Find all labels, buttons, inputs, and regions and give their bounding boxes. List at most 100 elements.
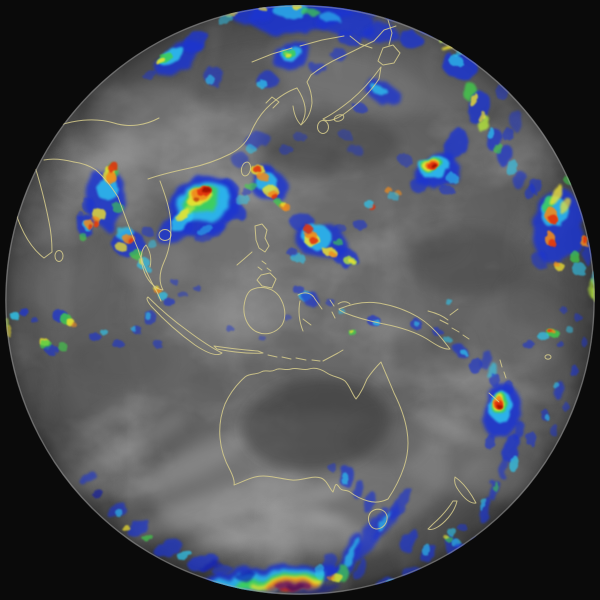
west-pacific-streaks-blob xyxy=(384,187,392,193)
typhoon-south-china-sea-blob xyxy=(197,224,213,236)
bay-of-bengal-convection-blob xyxy=(142,227,154,237)
bay-of-bengal-convection-blob xyxy=(130,249,142,259)
subtropical-specks-southeast-blob xyxy=(549,424,559,436)
coastline-overlay-layer xyxy=(11,12,552,530)
southern-ocean-front-blob xyxy=(198,561,222,571)
coral-sea-storm-blob xyxy=(513,421,525,439)
maritime-continent-cells-blob xyxy=(414,321,420,327)
indian-ocean-itcz-blob xyxy=(30,317,38,323)
sea-of-japan-cells-blob xyxy=(284,52,292,58)
philippine-sea-cluster-blob xyxy=(334,224,346,232)
indian-ocean-itcz-blob xyxy=(58,343,68,351)
coastline-nz-north-island xyxy=(454,476,477,504)
southern-ocean-front-blob xyxy=(353,558,367,582)
spcz-band-blob xyxy=(480,350,492,370)
philippine-sea-cluster-blob xyxy=(290,252,306,264)
coastline-sri-lanka xyxy=(54,250,64,262)
north-cloud-band-blob xyxy=(329,47,347,61)
subtropical-specks-southeast-blob xyxy=(562,402,570,412)
philippine-sea-cluster-blob xyxy=(309,237,319,245)
southern-ocean-front-blob xyxy=(143,534,153,542)
ryukyu-cluster-blob xyxy=(256,172,270,182)
west-pacific-streaks-blob xyxy=(506,160,518,176)
coastline-taiwan xyxy=(240,161,252,177)
typhoon-south-china-sea-blob xyxy=(195,221,225,243)
arabian-sea-cell-blob xyxy=(79,233,87,241)
coastline-kyushu xyxy=(317,120,329,134)
sea-of-japan-cells xyxy=(231,42,402,174)
sea-of-japan-cells-blob xyxy=(371,84,389,98)
west-pacific-streaks-blob xyxy=(493,142,503,154)
arabian-sea-cell-blob xyxy=(76,211,84,219)
fiji-cells-blob xyxy=(537,332,549,340)
coastline-hokkaido xyxy=(377,44,401,66)
pacific-convergence-cluster-east-blob xyxy=(549,186,563,206)
fiji-cells-blob xyxy=(556,341,564,347)
coastline-palawan xyxy=(236,251,253,266)
typhoon-south-china-sea-blob xyxy=(235,194,251,206)
fiji-cells-blob xyxy=(560,307,568,313)
typhoon-south-china-sea-blob xyxy=(176,208,190,222)
coastline-sakhalin xyxy=(387,19,393,46)
kamchatka-band-blob xyxy=(448,55,464,67)
subtropical-specks-southeast-blob xyxy=(569,365,579,377)
kamchatka-band-blob xyxy=(478,111,486,123)
west-pacific-tropical-storm-blob xyxy=(410,177,430,193)
northwest-jet-streak-blob xyxy=(205,75,215,85)
bay-of-bengal-convection-blob xyxy=(105,171,117,185)
indochina-cells-blob xyxy=(158,292,168,300)
indian-ocean-itcz-blob xyxy=(71,322,77,328)
bay-of-bengal-convection-blob xyxy=(128,238,134,244)
ryukyu-cluster-blob xyxy=(245,182,257,190)
coastline-lesser-sunda xyxy=(267,354,321,362)
coastline-shikoku xyxy=(333,114,345,122)
coastline-new-guinea xyxy=(338,301,451,350)
coral-sea-storm-blob xyxy=(484,434,496,450)
west-pacific-streaks xyxy=(337,129,536,200)
indochina-cells-blob xyxy=(171,279,179,285)
maritime-continent-cells-blob xyxy=(293,286,305,294)
philippine-sea-cluster xyxy=(280,200,376,267)
arabian-sea-cell xyxy=(76,211,95,241)
pacific-convergence-cluster-east-blob xyxy=(529,178,543,194)
indian-ocean-itcz-blob xyxy=(45,345,59,355)
spcz-band-blob xyxy=(459,349,469,357)
coral-sea-storm-blob xyxy=(497,404,503,410)
southern-ocean-front-blob xyxy=(126,519,152,537)
coastline-tasmania xyxy=(368,508,388,530)
west-pacific-tropical-storm-blob xyxy=(443,129,469,161)
typhoon-south-china-sea-blob xyxy=(202,187,210,193)
southern-ocean-front-blob xyxy=(354,519,382,563)
philippine-sea-cluster-blob xyxy=(348,259,356,265)
southern-ocean-front-blob xyxy=(341,473,349,485)
sea-of-japan-cells-blob xyxy=(256,79,268,89)
sea-of-japan-cells-blob xyxy=(279,145,293,155)
sea-of-japan-cells-blob xyxy=(352,102,368,114)
tasman-nz-front-blob xyxy=(400,529,418,553)
maritime-continent-cells-blob xyxy=(302,293,320,305)
southern-ocean-front-blob xyxy=(236,570,256,582)
tasman-nz-front-blob xyxy=(493,482,499,492)
bay-of-bengal-convection xyxy=(82,161,157,269)
north-cloud-band-blob xyxy=(301,8,319,16)
indian-ocean-itcz-blob xyxy=(153,340,163,348)
northwest-jet-streak-blob xyxy=(155,57,165,65)
coastline-ne-asia-borders xyxy=(251,35,373,63)
spcz-band xyxy=(432,327,514,396)
maritime-continent-cells-blob xyxy=(226,326,234,332)
southern-ocean-front xyxy=(71,462,412,593)
fiji-cells xyxy=(522,307,587,348)
coastline-sumatra xyxy=(146,296,223,356)
fiji-cells-blob xyxy=(522,340,534,348)
west-pacific-streaks-blob xyxy=(337,129,353,141)
west-pacific-streaks-blob xyxy=(346,143,364,157)
tasman-nz-front-blob xyxy=(457,523,467,531)
tasman-nz-front-blob xyxy=(447,528,457,536)
ryukyu-cluster-blob xyxy=(241,188,251,196)
bay-of-bengal-convection-blob xyxy=(82,197,94,213)
typhoon-south-china-sea xyxy=(161,175,251,244)
pacific-convergence-cluster-east-blob xyxy=(572,262,586,276)
north-cloud-band-blob xyxy=(399,30,425,50)
